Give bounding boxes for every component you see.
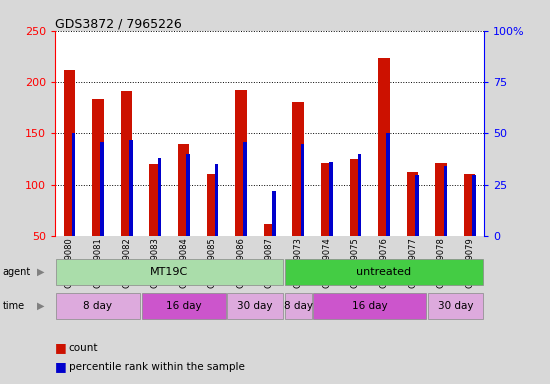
Text: agent: agent (3, 266, 31, 277)
Bar (293, 102, 304, 236)
Bar (272, 191, 276, 236)
Bar (101, 142, 104, 236)
Text: untreated: untreated (356, 266, 411, 277)
Text: 30 day: 30 day (438, 301, 473, 311)
Text: count: count (69, 343, 98, 353)
Bar (472, 174, 476, 236)
Bar (464, 174, 475, 236)
Text: time: time (3, 301, 25, 311)
Bar (235, 90, 246, 236)
Bar (207, 174, 218, 236)
Bar (178, 144, 189, 236)
Text: ▶: ▶ (37, 266, 45, 277)
Bar (314, 293, 426, 319)
Bar (301, 144, 304, 236)
Bar (121, 91, 132, 236)
Bar (285, 259, 483, 285)
Bar (444, 166, 447, 236)
Text: 8 day: 8 day (284, 301, 312, 311)
Text: MT19C: MT19C (150, 266, 189, 277)
Text: GDS3872 / 7965226: GDS3872 / 7965226 (55, 17, 182, 30)
Bar (415, 174, 419, 236)
Bar (72, 134, 75, 236)
Bar (56, 293, 140, 319)
Bar (228, 293, 283, 319)
Bar (186, 154, 190, 236)
Bar (358, 154, 361, 236)
Bar (244, 142, 247, 236)
Bar (321, 163, 332, 236)
Text: ■: ■ (55, 341, 71, 354)
Bar (436, 163, 447, 236)
Text: ■: ■ (55, 360, 71, 373)
Text: 16 day: 16 day (352, 301, 387, 311)
Bar (387, 134, 390, 236)
Bar (142, 293, 226, 319)
Text: 16 day: 16 day (166, 301, 201, 311)
Bar (428, 293, 483, 319)
Bar (350, 159, 361, 236)
Bar (264, 224, 275, 236)
Text: 30 day: 30 day (238, 301, 273, 311)
Bar (329, 162, 333, 236)
Text: 8 day: 8 day (84, 301, 112, 311)
Bar (56, 259, 283, 285)
Bar (92, 99, 103, 236)
Bar (215, 164, 218, 236)
Text: ▶: ▶ (37, 301, 45, 311)
Bar (407, 172, 418, 236)
Bar (150, 164, 161, 236)
Bar (129, 140, 133, 236)
Bar (64, 70, 75, 236)
Bar (378, 58, 389, 236)
Bar (158, 158, 161, 236)
Bar (285, 293, 311, 319)
Text: percentile rank within the sample: percentile rank within the sample (69, 362, 245, 372)
